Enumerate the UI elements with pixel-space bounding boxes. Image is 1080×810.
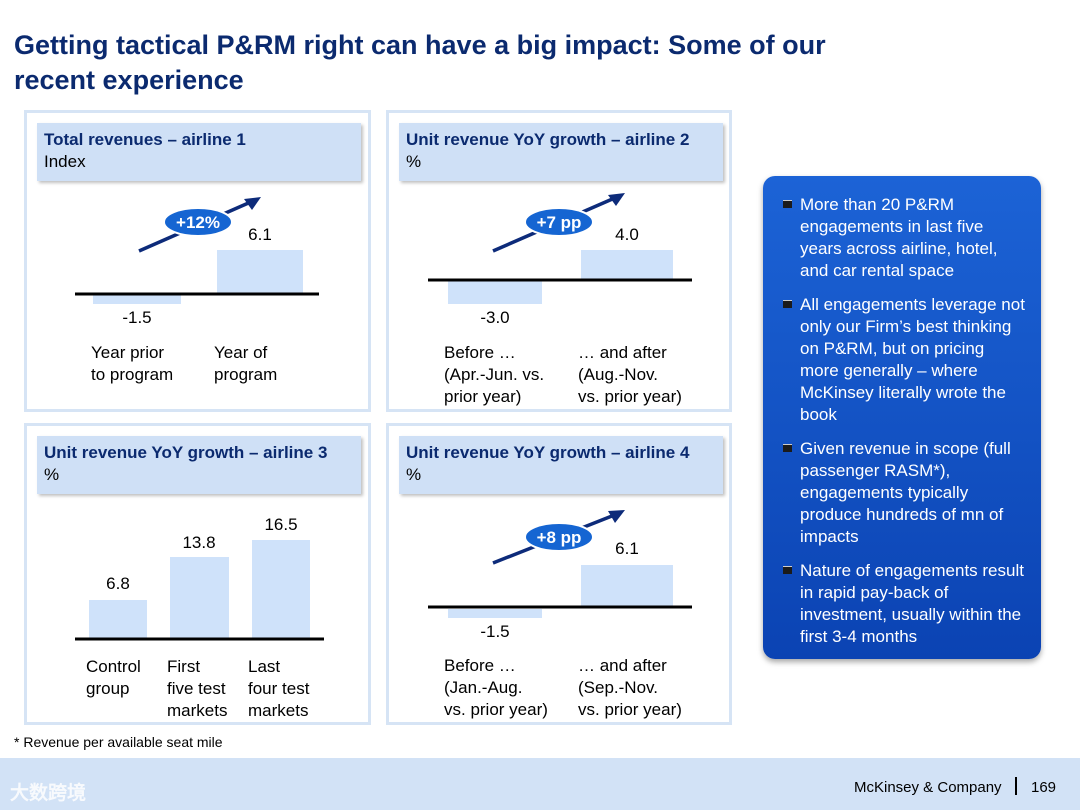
chart-panel-airline-4: Unit revenue YoY growth – airline 4 % -1…: [386, 423, 732, 725]
growth-badge-label: +7 pp: [537, 213, 582, 232]
bar: [448, 609, 542, 618]
category-label: Year of program: [214, 343, 278, 384]
bar-chart-airline-2: -3.0 4.0 +7 pp: [428, 193, 692, 327]
bar-chart-airline-3: 6.8 13.8 16.5: [75, 515, 324, 641]
data-label: -1.5: [122, 308, 151, 327]
growth-badge: [524, 522, 594, 552]
footer-divider: [1015, 777, 1017, 795]
bullet-item: All engagements leverage not only our Fi…: [783, 294, 1025, 426]
growth-badge-label: +8 pp: [537, 528, 582, 547]
bullet-item: More than 20 P&RM engagements in last fi…: [783, 194, 1025, 282]
data-label: 6.1: [615, 539, 639, 558]
arrow-head: [608, 510, 625, 523]
category-label: … and after (Sep.-Nov. vs. prior year): [578, 656, 682, 719]
square-bullet-icon: [783, 444, 792, 452]
category-label: Before … (Apr.-Jun. vs. prior year): [444, 343, 545, 406]
chart-header: Unit revenue YoY growth – airline 4 %: [399, 436, 723, 494]
bar: [93, 295, 181, 304]
bar: [217, 250, 303, 294]
footnote: * Revenue per available seat mile: [14, 734, 223, 750]
bar-chart-airline-1: -1.5 6.1 +12%: [75, 197, 319, 327]
bar: [448, 281, 542, 304]
growth-badge: [163, 207, 233, 237]
chart-unit: %: [44, 465, 60, 484]
square-bullet-icon: [783, 300, 792, 308]
brand-name: McKinsey & Company: [854, 779, 1002, 796]
bullet-item: Nature of engagements result in rapid pa…: [783, 560, 1025, 648]
bar: [170, 557, 229, 639]
bar-chart-airline-4: -1.5 6.1 +8 pp: [428, 510, 692, 641]
chart-panel-airline-2: Unit revenue YoY growth – airline 2 % -3…: [386, 110, 732, 412]
chart-panel-airline-1: Total revenues – airline 1 Index -1.5 6.…: [24, 110, 371, 412]
category-label: Before … (Jan.-Aug. vs. prior year): [444, 656, 548, 719]
category-label: Control group: [86, 657, 141, 698]
growth-badge-label: +12%: [176, 213, 220, 232]
chart-title: Unit revenue YoY growth – airline 3: [44, 443, 328, 462]
bullet-text: All engagements leverage not only our Fi…: [800, 295, 1025, 424]
chart-title: Unit revenue YoY growth – airline 4: [406, 443, 690, 462]
data-label: 6.1: [248, 225, 272, 244]
chart-title: Total revenues – airline 1: [44, 130, 246, 149]
category-label: Year prior to program: [91, 343, 174, 384]
page-title: Getting tactical P&RM right can have a b…: [14, 30, 826, 95]
page-number: 169: [1031, 779, 1057, 796]
chart-title: Unit revenue YoY growth – airline 2: [406, 130, 690, 149]
chart-header: Total revenues – airline 1 Index: [37, 123, 361, 181]
chart-unit: Index: [44, 152, 86, 171]
category-label: … and after (Aug.-Nov. vs. prior year): [578, 343, 682, 406]
category-label: First five test markets: [167, 657, 228, 720]
bullet-text: Given revenue in scope (full passenger R…: [800, 439, 1011, 546]
data-label: 16.5: [264, 515, 297, 534]
arrow-head: [244, 197, 261, 210]
square-bullet-icon: [783, 200, 792, 208]
growth-badge: [524, 207, 594, 237]
bar: [581, 250, 673, 280]
chart-panel-airline-3: Unit revenue YoY growth – airline 3 % 6.…: [24, 423, 371, 725]
bullet-text: Nature of engagements result in rapid pa…: [800, 561, 1024, 646]
bar: [89, 600, 147, 639]
category-label: Last four test markets: [248, 657, 310, 720]
data-label: 4.0: [615, 225, 639, 244]
data-label: -1.5: [480, 622, 509, 641]
chart-unit: %: [406, 152, 422, 171]
key-facts-box: More than 20 P&RM engagements in last fi…: [763, 176, 1041, 659]
bar: [581, 565, 673, 607]
bullet-text: More than 20 P&RM engagements in last fi…: [800, 195, 998, 280]
chart-unit: %: [406, 465, 422, 484]
footer-bar: 大数跨境 McKinsey & Company 169: [0, 758, 1080, 810]
data-label: 6.8: [106, 574, 130, 593]
chart-header: Unit revenue YoY growth – airline 3 %: [37, 436, 361, 494]
arrow-head: [608, 193, 625, 206]
data-label: 13.8: [182, 533, 215, 552]
chart-header: Unit revenue YoY growth – airline 2 %: [399, 123, 723, 181]
bullet-item: Given revenue in scope (full passenger R…: [783, 438, 1025, 548]
square-bullet-icon: [783, 566, 792, 574]
watermark: 大数跨境: [10, 783, 87, 804]
bar: [252, 540, 310, 639]
data-label: -3.0: [480, 308, 509, 327]
